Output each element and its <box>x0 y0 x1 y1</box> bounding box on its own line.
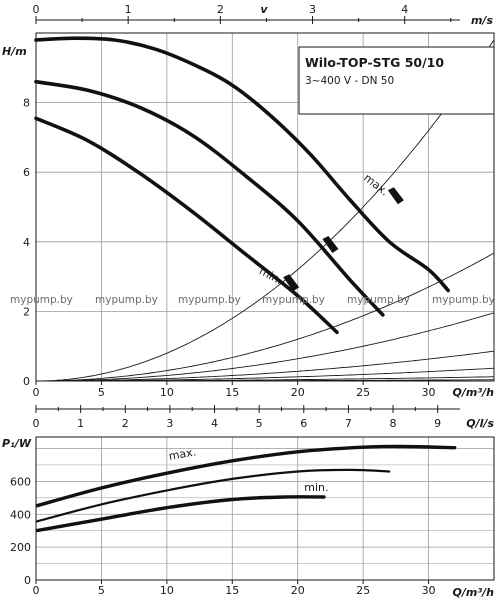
head-x-tick-label: 20 <box>291 386 305 399</box>
power-curve-label-min: min. <box>304 481 328 494</box>
head-y-tick-label: 6 <box>23 166 30 179</box>
flow-ls-tick-label: 9 <box>434 417 441 430</box>
flow-ls-tick-label: 8 <box>390 417 397 430</box>
power-y-tick-label: 400 <box>10 508 31 521</box>
chart-title: Wilo-TOP-STG 50/10 <box>305 55 444 70</box>
flow-ls-tick-label: 7 <box>345 417 352 430</box>
head-x-ticks: 0 5 10 15 20 25 30 <box>33 381 436 399</box>
system-curve <box>36 350 494 381</box>
head-markers <box>283 187 404 292</box>
head-x-axis-label: Q/m³/h <box>453 386 495 399</box>
head-x-tick-label: 15 <box>225 386 239 399</box>
head-x-tick-label: 10 <box>160 386 174 399</box>
head-y-tick-label: 8 <box>23 97 30 110</box>
power-curve-mid <box>36 468 391 523</box>
top-axis-tick-label: 1 <box>125 3 132 16</box>
head-plot-frame <box>35 32 495 382</box>
watermark-text: mypump.by <box>347 294 410 306</box>
watermark-text: mypump.by <box>432 294 495 306</box>
flow-ls-tick-label: 1 <box>77 417 84 430</box>
power-y-tick-label: 600 <box>10 475 31 488</box>
system-curve <box>36 252 494 381</box>
head-curve-labels: max.min. <box>257 171 391 287</box>
power-curve-labels: max. min. <box>168 445 329 494</box>
watermark-text: mypump.by <box>262 294 325 306</box>
system-curve <box>36 312 494 381</box>
chart-subtitle: 3~400 V - DN 50 <box>305 75 394 87</box>
head-curve-max <box>34 36 450 293</box>
top-axis-unit: m/s <box>471 14 493 27</box>
power-x-tick-label: 30 <box>422 584 436 597</box>
top-axis-tick-label: 3 <box>309 3 316 16</box>
head-y-tick-label: 0 <box>23 375 30 388</box>
head-curve-label-max: max. <box>361 171 391 198</box>
power-grid <box>36 437 494 580</box>
top-axis-tick-label: 0 <box>33 3 40 16</box>
power-curve-min <box>36 495 326 533</box>
power-y-tick-label: 200 <box>10 541 31 554</box>
head-x-tick-label: 5 <box>98 386 105 399</box>
watermark-text: mypump.by <box>95 294 158 306</box>
flow-ls-tick-label: 2 <box>122 417 129 430</box>
watermarks: mypump.by mypump.by mypump.by mypump.by mypu… <box>10 294 495 306</box>
power-x-tick-label: 20 <box>291 584 305 597</box>
watermark-text: mypump.by <box>10 294 73 306</box>
operating-marker <box>283 274 300 292</box>
head-x-tick-label: 0 <box>33 386 40 399</box>
flow-ls-tick-label: 0 <box>33 417 40 430</box>
power-y-ticks: 0 200 400 600 <box>10 475 31 587</box>
head-x-tick-label: 30 <box>422 386 436 399</box>
head-y-tick-label: 2 <box>23 305 30 318</box>
power-x-ticks: 0 5 10 15 20 25 30 <box>33 580 436 597</box>
flow-ls-tick-label: 3 <box>166 417 173 430</box>
title-box: Wilo-TOP-STG 50/10 3~400 V - DN 50 <box>298 46 495 115</box>
top-axis-tick-label: 2 <box>217 3 224 16</box>
operating-marker <box>322 236 339 254</box>
power-x-tick-label: 25 <box>356 584 370 597</box>
power-plot-frame <box>35 436 495 581</box>
power-x-tick-label: 10 <box>160 584 174 597</box>
power-x-tick-label: 5 <box>98 584 105 597</box>
system-curve <box>36 39 494 381</box>
flow-ls-axis-unit: Q/l/s <box>466 417 494 430</box>
head-y-ticks: 0 2 4 6 8 <box>23 97 30 388</box>
flow-ls-tick-label: 5 <box>256 417 263 430</box>
top-axis-label: v <box>260 3 268 16</box>
head-x-tick-label: 25 <box>356 386 370 399</box>
power-curve-label-max: max. <box>168 445 197 463</box>
flow-ls-tick-label: 4 <box>211 417 218 430</box>
power-series <box>36 444 457 533</box>
top-axis-tick-label: 4 <box>401 3 408 16</box>
power-x-axis-label: Q/m³/h <box>453 586 495 599</box>
power-x-tick-label: 0 <box>33 584 40 597</box>
power-curve-max <box>36 444 457 508</box>
head-curve-min <box>34 116 339 335</box>
power-x-tick-label: 15 <box>225 584 239 597</box>
watermark-text: mypump.by <box>178 294 241 306</box>
head-y-axis-label: H/m <box>2 45 27 58</box>
operating-marker <box>387 187 404 205</box>
flow-ls-tick-label: 6 <box>300 417 307 430</box>
flow-ls-axis-ticks: 0 1 2 3 4 5 6 7 8 9 <box>33 405 441 430</box>
head-series <box>34 36 450 335</box>
power-chart: max. min. 0 5 10 15 20 25 30 0 200 400 600 0 1 2 3 4 5 6… <box>2 405 495 599</box>
head-curve-mid <box>34 79 385 317</box>
head-top-axis-ticks: 0 1 2 3 4 <box>33 3 452 24</box>
head-y-tick-label: 4 <box>23 236 30 249</box>
power-y-tick-label: 0 <box>24 574 31 587</box>
power-y-axis-label: P₁/W <box>2 437 32 450</box>
